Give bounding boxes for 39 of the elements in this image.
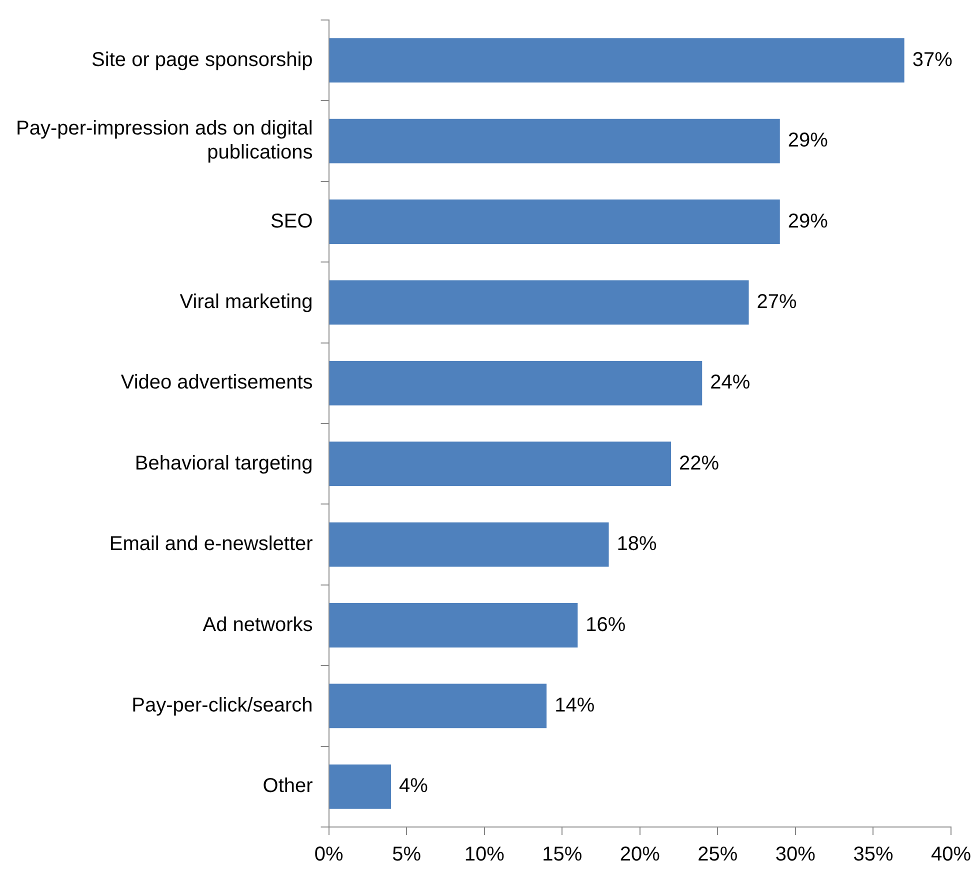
data-label: 27% xyxy=(756,290,798,313)
y-tick-label: Site or page sponsorship xyxy=(92,48,313,71)
bar xyxy=(329,200,780,244)
x-tick-label: 35% xyxy=(853,844,894,866)
y-tick-label: Pay-per-impression ads on digital publications xyxy=(16,118,313,164)
data-label: 14% xyxy=(554,694,595,716)
data-label: 16% xyxy=(586,614,626,636)
data-label: 24% xyxy=(710,372,750,394)
data-label: 4% xyxy=(399,775,428,798)
data-label: 18% xyxy=(616,533,658,556)
y-tick-label: Other xyxy=(262,775,314,798)
data-label: 37% xyxy=(912,48,953,71)
x-tick-label: 20% xyxy=(620,844,660,866)
x-tick-label: 5% xyxy=(392,844,422,866)
x-tick-label: 0% xyxy=(314,844,344,866)
y-tick-label: Email and e-newsletter xyxy=(109,533,314,556)
bar xyxy=(329,684,547,728)
y-tick-label: Video advertisements xyxy=(120,372,313,394)
bar xyxy=(329,38,904,83)
bar xyxy=(329,118,780,164)
y-tick-label: SEO xyxy=(270,210,313,232)
y-tick-label: Behavioral targeting xyxy=(134,452,313,474)
bar xyxy=(329,764,392,809)
x-tick-label: 40% xyxy=(930,844,972,866)
bar xyxy=(329,280,749,325)
x-tick-label: 15% xyxy=(542,844,582,866)
y-tick-label: Viral marketing xyxy=(180,290,313,313)
data-label: 29% xyxy=(788,130,828,152)
data-label: 22% xyxy=(679,452,720,474)
bar xyxy=(329,360,702,406)
x-tick-label: 30% xyxy=(775,844,816,866)
y-tick-label: Pay-per-click/search xyxy=(132,694,313,716)
bar xyxy=(329,442,672,486)
bar xyxy=(329,522,609,567)
bar xyxy=(329,603,578,648)
data-label: 29% xyxy=(788,210,828,232)
x-tick-label: 25% xyxy=(698,844,738,866)
x-tick-label: 10% xyxy=(464,844,505,866)
y-tick-label: Ad networks xyxy=(202,614,313,636)
